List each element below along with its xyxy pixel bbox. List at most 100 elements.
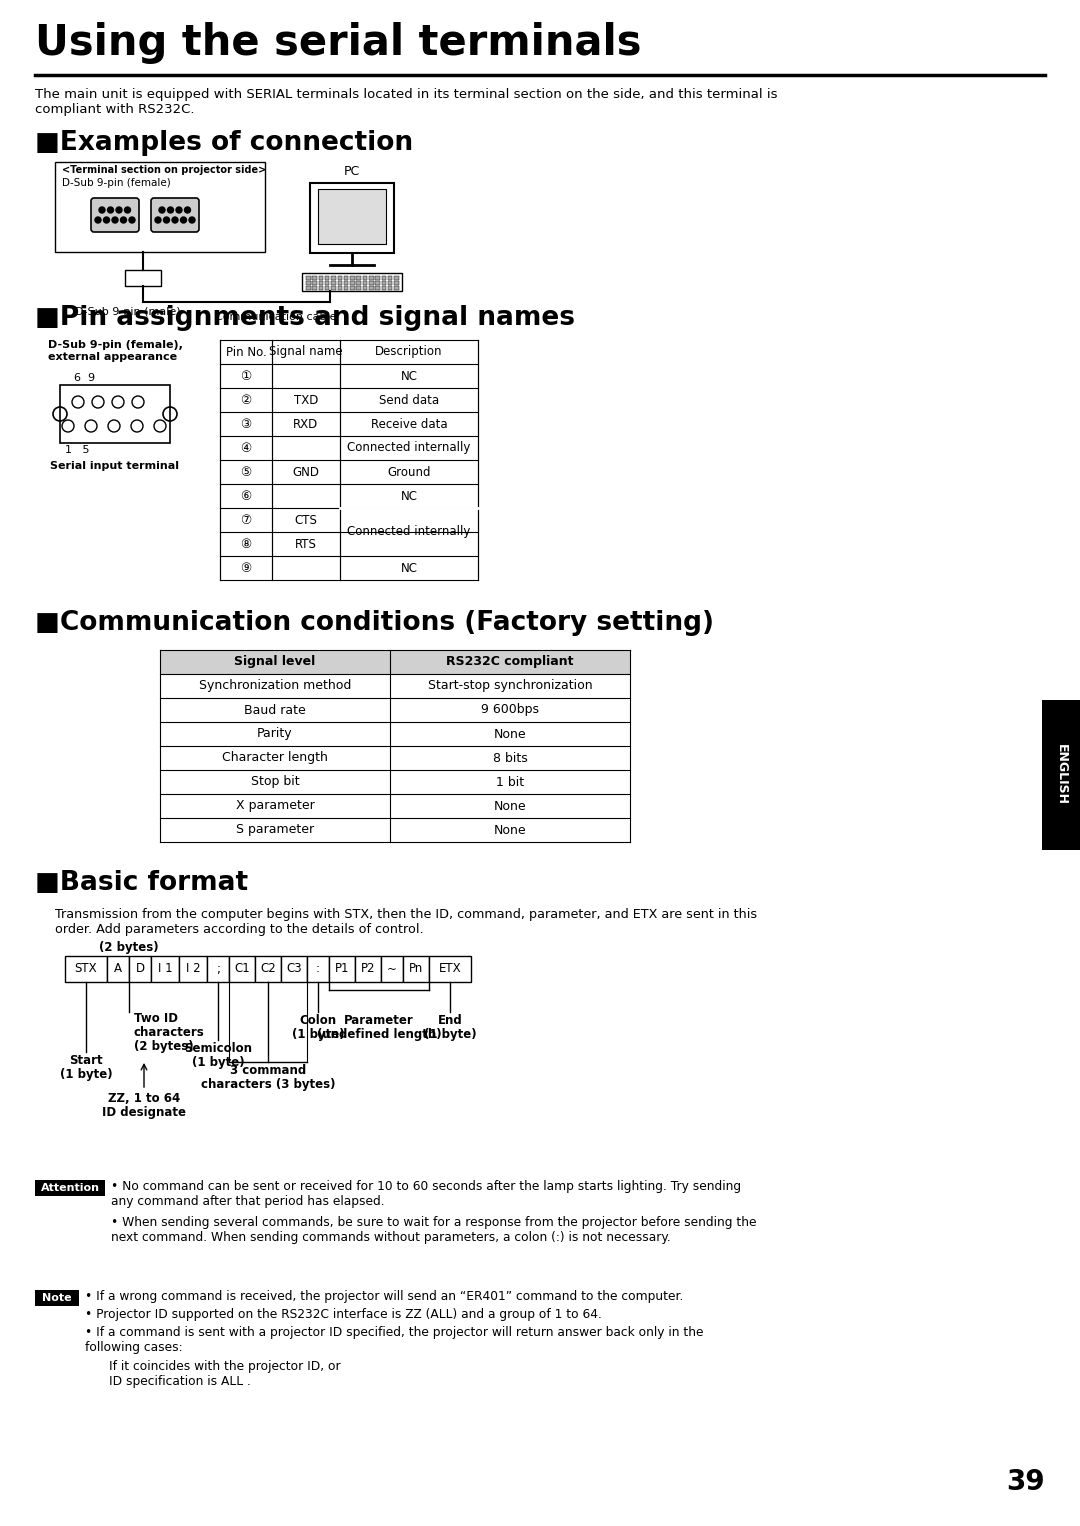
Text: ■Pin assignments and signal names: ■Pin assignments and signal names [35,305,575,331]
Text: ④: ④ [241,441,252,455]
Text: Transmission from the computer begins with STX, then the ID, command, parameter,: Transmission from the computer begins wi… [55,908,757,935]
Bar [55,162,265,252]
Bar [125,270,161,285]
Bar [302,273,402,291]
Bar [381,281,387,284]
Circle shape [99,208,105,214]
Text: Pn: Pn [409,963,423,975]
Text: ID specification is ALL .: ID specification is ALL . [109,1375,251,1389]
Bar [306,285,311,290]
Text: STX: STX [75,963,97,975]
Circle shape [116,208,122,214]
Text: ①: ① [241,369,252,383]
Bar [369,285,374,290]
Text: Baud rate: Baud rate [244,703,306,717]
Text: Serial input terminal: Serial input terminal [51,461,179,472]
Circle shape [108,208,113,214]
Bar [356,281,361,284]
Text: Signal name: Signal name [269,345,342,359]
Text: 3 command: 3 command [230,1064,306,1077]
Bar [35,1180,105,1196]
Bar [363,285,367,290]
Bar [376,285,380,290]
Bar [394,281,399,284]
Text: ETX: ETX [438,963,461,975]
Bar [343,281,348,284]
Bar [337,281,342,284]
Bar [129,955,151,983]
Bar [381,955,403,983]
Text: (undefined length): (undefined length) [316,1029,442,1041]
FancyBboxPatch shape [91,198,139,232]
Bar [369,276,374,279]
Bar [325,281,329,284]
Text: • If a command is sent with a projector ID specified, the projector will return : • If a command is sent with a projector … [85,1326,703,1354]
Text: Character length: Character length [222,751,328,765]
Text: P2: P2 [361,963,375,975]
Bar [429,955,471,983]
Text: Receive data: Receive data [370,418,447,430]
Bar [343,285,348,290]
Bar [307,955,329,983]
Bar [207,955,229,983]
Text: GND: GND [293,465,320,479]
Text: ③: ③ [241,418,252,430]
Text: (2 bytes): (2 bytes) [99,942,159,954]
Text: Ground: Ground [388,465,431,479]
Text: (2 bytes): (2 bytes) [134,1041,193,1053]
Text: (1 byte): (1 byte) [59,1068,112,1080]
Text: D-Sub 9-pin (female): D-Sub 9-pin (female) [62,179,171,188]
Circle shape [104,217,109,223]
Text: ■Basic format: ■Basic format [35,870,248,896]
Text: characters (3 bytes): characters (3 bytes) [201,1077,335,1091]
Text: NC: NC [401,490,418,502]
Bar [369,281,374,284]
Circle shape [176,208,183,214]
Circle shape [124,208,131,214]
Bar [403,955,429,983]
Bar [356,276,361,279]
Text: NC: NC [401,369,418,383]
Text: Two ID: Two ID [134,1012,178,1025]
Bar [337,285,342,290]
Text: 1 bit: 1 bit [496,775,524,789]
Bar [229,955,255,983]
Bar [355,955,381,983]
Bar [65,955,107,983]
Circle shape [172,217,178,223]
Circle shape [159,208,165,214]
Bar [332,276,336,279]
Text: C2: C2 [260,963,275,975]
Bar [318,189,386,244]
Text: Note: Note [42,1293,71,1303]
Circle shape [185,208,190,214]
Bar [306,276,311,279]
Text: NC: NC [401,562,418,574]
Text: • Projector ID supported on the RS232C interface is ZZ (ALL) and a group of 1 to: • Projector ID supported on the RS232C i… [85,1308,602,1322]
Text: Using the serial terminals: Using the serial terminals [35,21,642,64]
Bar [1042,700,1080,850]
Text: RS232C compliant: RS232C compliant [446,656,573,668]
Bar [350,281,354,284]
Bar [394,276,399,279]
Bar [376,276,380,279]
Bar [306,281,311,284]
Text: ⑥: ⑥ [241,490,252,502]
Circle shape [121,217,126,223]
Text: C3: C3 [286,963,301,975]
Circle shape [129,217,135,223]
Text: (1 byte): (1 byte) [423,1029,476,1041]
Text: ENGLISH: ENGLISH [1054,745,1067,806]
Text: Semicolon: Semicolon [184,1042,252,1054]
Text: RTS: RTS [295,537,316,551]
Bar [35,1289,79,1306]
Text: (1 byte): (1 byte) [191,1056,244,1070]
Text: A: A [114,963,122,975]
Text: Communication cable: Communication cable [215,311,337,322]
Text: <Terminal section on projector side>: <Terminal section on projector side> [62,165,267,175]
Text: If it coincides with the projector ID, or: If it coincides with the projector ID, o… [109,1360,340,1373]
Circle shape [95,217,102,223]
Text: Stop bit: Stop bit [251,775,299,789]
Circle shape [163,217,170,223]
Text: CTS: CTS [295,514,318,526]
